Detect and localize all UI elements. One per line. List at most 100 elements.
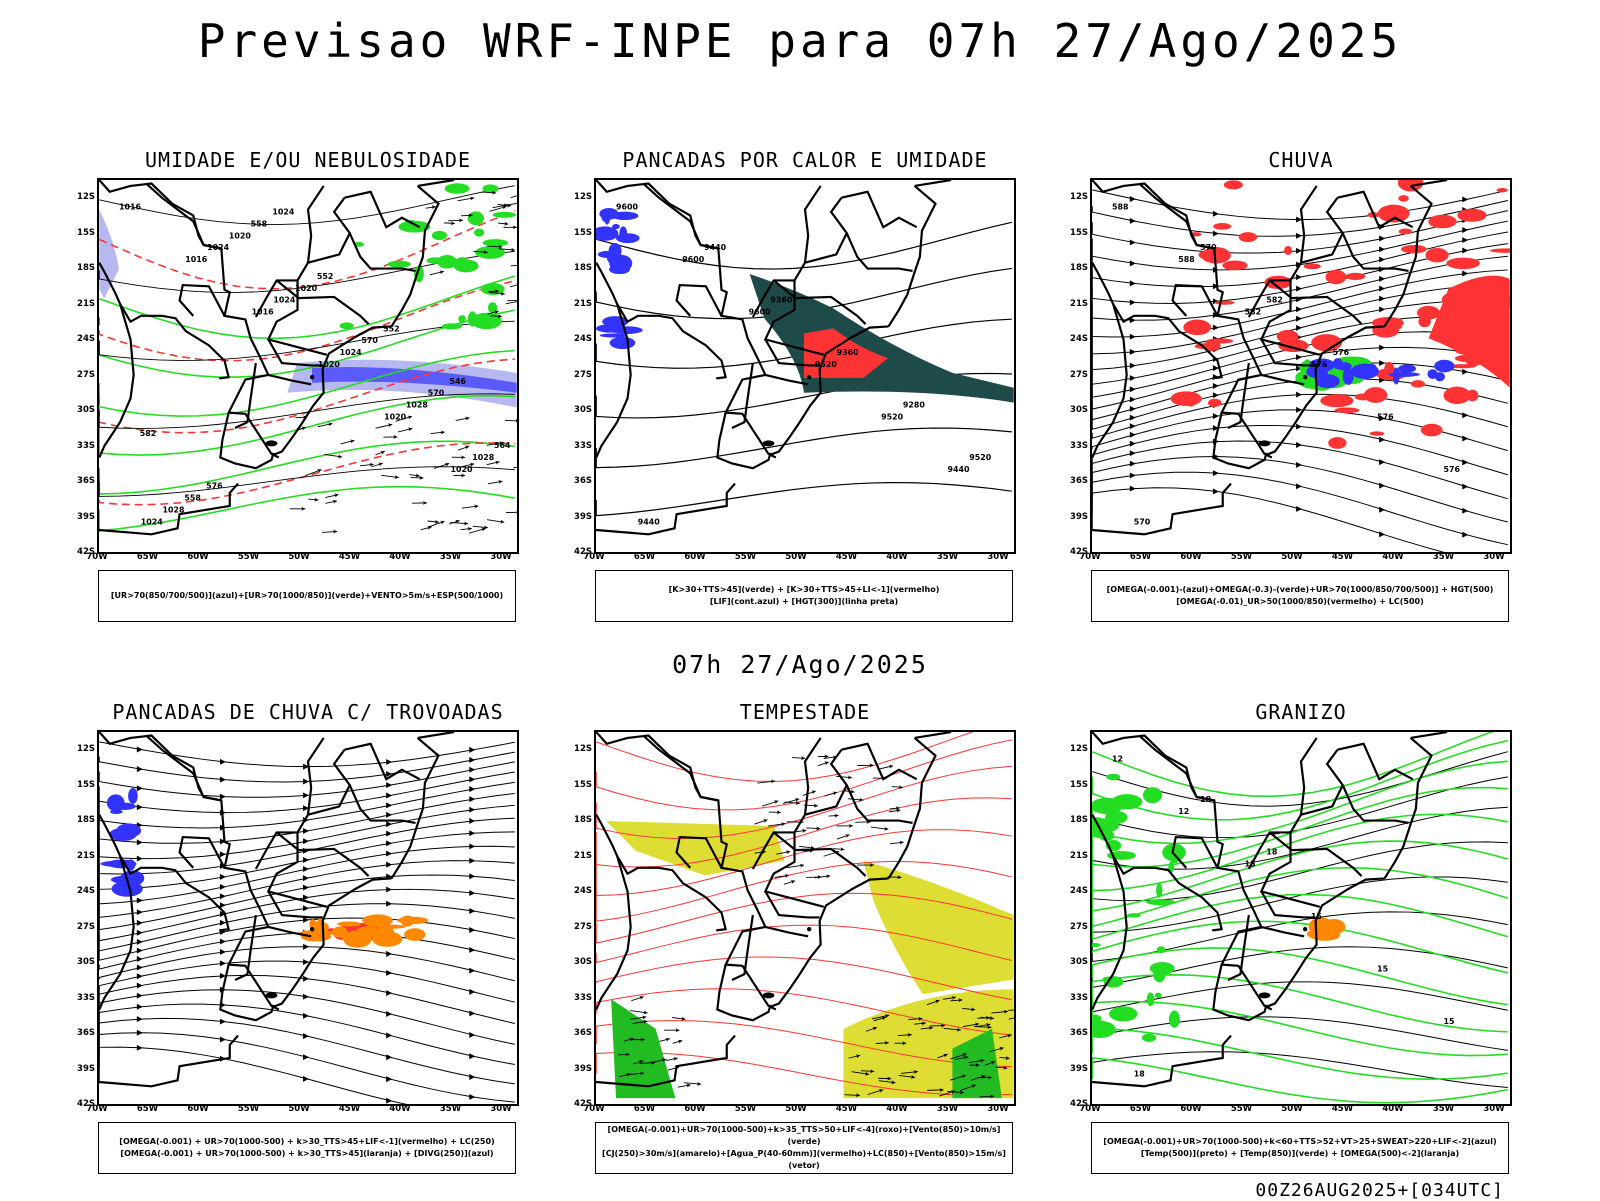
lat-label: 36S: [65, 1028, 95, 1038]
panel-title: UMIDADE E/OU NEBULOSIDADE: [58, 148, 558, 172]
panel-legend: [OMEGA(-0.001)+UR>70(1000-500)+k<60+TTS>…: [1091, 1122, 1509, 1174]
lon-label: 30W: [486, 1104, 516, 1114]
lon-label: 35W: [436, 552, 466, 562]
lat-label: 36S: [1058, 1028, 1088, 1038]
legend-line: [LIF](cont.azul) + [HGT(300)](linha pret…: [596, 596, 1012, 608]
panel-title: PANCADAS DE CHUVA C/ TROVOADAS: [58, 700, 558, 724]
contour-label: 576: [206, 482, 223, 491]
contour-label: 9440: [638, 517, 661, 526]
lon-label: 60W: [1176, 552, 1206, 562]
contour-label: 576: [1311, 360, 1328, 369]
lon-label: 65W: [133, 1104, 163, 1114]
lon-label: 30W: [1479, 552, 1509, 562]
contour-label: 9360: [770, 296, 793, 305]
lon-label: 65W: [630, 552, 660, 562]
lat-label: 18S: [1058, 263, 1088, 273]
lon-label: 60W: [1176, 1104, 1206, 1114]
lon-label: 60W: [183, 552, 213, 562]
lon-label: 65W: [133, 552, 163, 562]
lat-label: 30S: [562, 405, 592, 415]
panel-title: CHUVA: [1051, 148, 1551, 172]
legend-line: [OMEGA(-0.001)-(azul)+OMEGA(-0.3)-(verde…: [1092, 584, 1508, 596]
lat-label: 21S: [562, 299, 592, 309]
lon-label: 45W: [832, 1104, 862, 1114]
lon-label: 50W: [781, 1104, 811, 1114]
contour-label: 15: [1311, 912, 1322, 921]
lat-label: 24S: [65, 334, 95, 344]
contour-label: 576: [1377, 412, 1394, 421]
lon-label: 45W: [1328, 1104, 1358, 1114]
lat-label: 36S: [562, 1028, 592, 1038]
lat-label: 24S: [65, 886, 95, 896]
contour-label: 1024: [340, 348, 363, 357]
lat-label: 15S: [1058, 780, 1088, 790]
lon-label: 65W: [630, 1104, 660, 1114]
lat-label: 39S: [1058, 512, 1088, 522]
contour-label: 582: [1266, 296, 1283, 305]
lon-label: 35W: [436, 1104, 466, 1114]
lat-label: 36S: [562, 476, 592, 486]
contour-label: 9280: [903, 401, 926, 410]
lon-label: 55W: [1227, 1104, 1257, 1114]
lon-label: 50W: [1277, 1104, 1307, 1114]
contour-label: 9520: [815, 360, 838, 369]
contour-label: 1024: [141, 517, 164, 526]
contour-label: 1020: [229, 231, 252, 240]
lat-label: 15S: [1058, 228, 1088, 238]
lat-label: 30S: [562, 957, 592, 967]
lat-label: 27S: [65, 370, 95, 380]
lon-label: 40W: [385, 1104, 415, 1114]
lat-label: 27S: [65, 922, 95, 932]
run-footer: 00Z26AUG2025+[034UTC]: [1255, 1180, 1504, 1201]
lat-label: 12S: [1058, 744, 1088, 754]
lat-label: 15S: [65, 780, 95, 790]
lat-label: 33S: [65, 441, 95, 451]
lat-label: 12S: [65, 744, 95, 754]
lat-label: 30S: [1058, 405, 1088, 415]
lon-label: 30W: [1479, 1104, 1509, 1114]
lon-label: 30W: [983, 552, 1013, 562]
lon-label: 60W: [680, 1104, 710, 1114]
legend-line: [OMEGA(-0.001) + UR>70(1000-500) + k>30_…: [99, 1148, 515, 1160]
lon-label: 30W: [486, 552, 516, 562]
lon-label: 50W: [284, 1104, 314, 1114]
lat-label: 39S: [65, 1064, 95, 1074]
legend-line: [UR>70(850/700/500)](azul)+[UR>70(1000/8…: [99, 590, 515, 602]
lat-label: 12S: [65, 192, 95, 202]
contour-label: 552: [317, 272, 334, 281]
lat-label: 27S: [1058, 922, 1088, 932]
contour-label: 552: [383, 324, 400, 333]
panel-legend: [OMEGA(-0.001)+UR>70(1000-500)+k>35_TTS>…: [595, 1122, 1013, 1174]
lon-label: 50W: [1277, 552, 1307, 562]
lon-label: 55W: [234, 552, 264, 562]
contour-label: 1016: [185, 255, 208, 264]
contour-label: 18: [1134, 1069, 1146, 1078]
lon-label: 55W: [1227, 552, 1257, 562]
contour-label: 15: [1443, 1017, 1454, 1026]
lat-label: 33S: [562, 993, 592, 1003]
lon-label: 40W: [882, 552, 912, 562]
contour-label: 12: [1178, 807, 1189, 816]
lat-label: 33S: [1058, 993, 1088, 1003]
lat-label: 33S: [65, 993, 95, 1003]
lon-label: 40W: [1378, 552, 1408, 562]
contour-label: 1024: [207, 243, 230, 252]
legend-line: [OMEGA(-0.01)_UR>50(1000/850)(vermelho) …: [1092, 596, 1508, 608]
lat-label: 27S: [562, 922, 592, 932]
lon-label: 60W: [183, 1104, 213, 1114]
lon-label: 60W: [680, 552, 710, 562]
contour-label: 9600: [749, 308, 772, 317]
lat-label: 21S: [562, 851, 592, 861]
lat-label: 36S: [1058, 476, 1088, 486]
legend-line: [OMEGA(-0.001)+UR>70(1000-500)+k<60+TTS>…: [1092, 1136, 1508, 1148]
lon-label: 70W: [1075, 1104, 1105, 1114]
lat-label: 18S: [65, 815, 95, 825]
lon-label: 45W: [832, 552, 862, 562]
lon-label: 50W: [284, 552, 314, 562]
panel-title: GRANIZO: [1051, 700, 1551, 724]
lat-label: 12S: [1058, 192, 1088, 202]
lat-label: 21S: [1058, 299, 1088, 309]
lat-label: 33S: [562, 441, 592, 451]
lon-label: 40W: [385, 552, 415, 562]
